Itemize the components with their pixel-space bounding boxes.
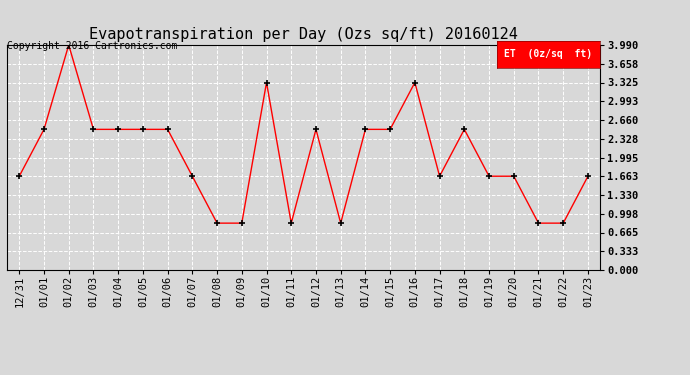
Title: Evapotranspiration per Day (Ozs sq/ft) 20160124: Evapotranspiration per Day (Ozs sq/ft) 2… bbox=[89, 27, 518, 42]
Text: Copyright 2016 Cartronics.com: Copyright 2016 Cartronics.com bbox=[7, 41, 177, 51]
Text: ET  (0z/sq  ft): ET (0z/sq ft) bbox=[504, 50, 593, 59]
